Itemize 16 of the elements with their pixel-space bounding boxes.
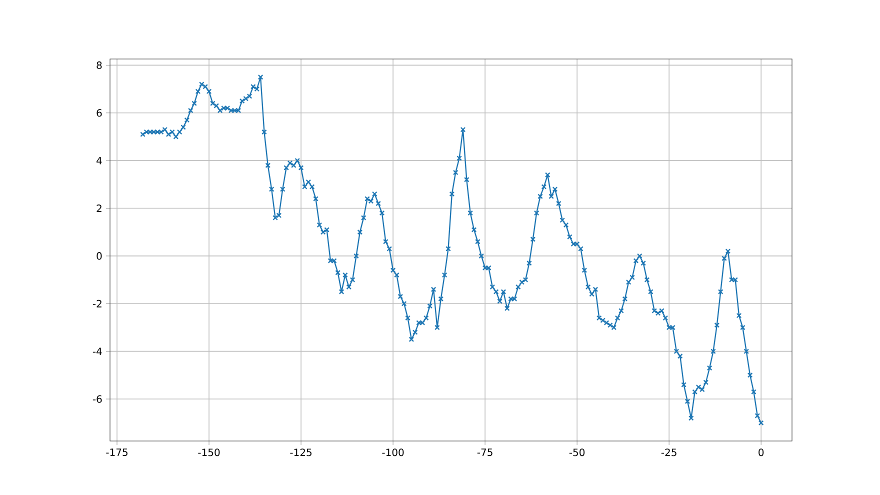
y-tick-label: 0	[96, 252, 102, 260]
y-tick-label: -4	[92, 348, 102, 355]
x-tick-label: -50	[569, 448, 585, 456]
x-tick-label: 0	[758, 448, 764, 456]
y-tick-label: 8	[96, 61, 102, 69]
x-tick-label: -150	[198, 448, 220, 456]
y-tick-label: 6	[96, 109, 102, 117]
x-tick-label: -175	[106, 448, 128, 456]
x-tick-label: -75	[477, 448, 492, 456]
x-tick-label: -100	[382, 448, 404, 456]
y-tick-label: 2	[96, 204, 102, 212]
y-tick-label: -6	[92, 395, 102, 403]
x-tick-label: -25	[661, 448, 676, 456]
x-tick-label: -125	[290, 448, 312, 456]
y-tick-label: -2	[92, 300, 102, 308]
y-tick-label: 4	[96, 156, 102, 164]
